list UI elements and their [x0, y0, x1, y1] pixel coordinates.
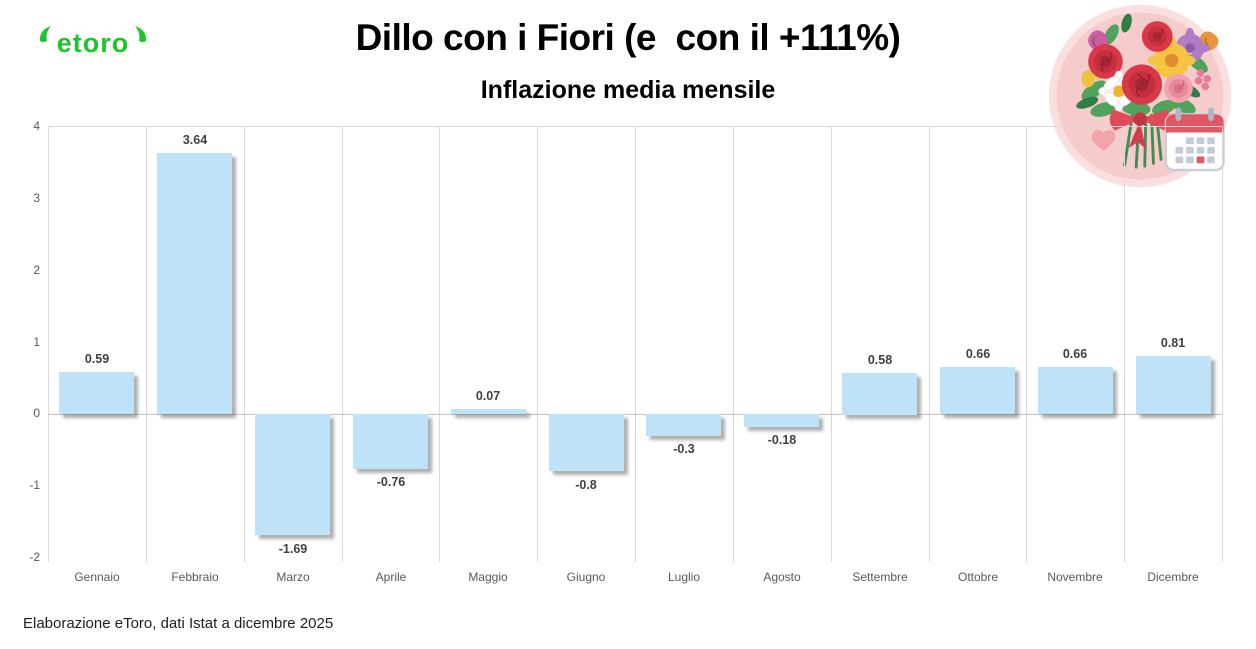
- x-axis-label: Luglio: [667, 570, 701, 584]
- bar: [842, 373, 917, 415]
- yellow-daisy: [1147, 36, 1196, 85]
- bar: [744, 414, 819, 427]
- pink-rose: [1164, 74, 1193, 103]
- value-label: 3.64: [182, 133, 208, 147]
- bar: [353, 414, 428, 469]
- y-axis-label: 2: [33, 263, 40, 277]
- bar: [549, 414, 624, 471]
- page-title: Dillo con i Fiori (e con il +111%): [355, 17, 901, 58]
- heart-icon: [1091, 130, 1116, 151]
- value-label: -0.18: [767, 433, 797, 447]
- bar: [646, 414, 721, 436]
- gridline: [1026, 127, 1027, 562]
- x-axis-label: Marzo: [276, 570, 310, 584]
- bar: [1136, 356, 1211, 414]
- value-label: -0.3: [673, 442, 695, 456]
- gridline: [244, 127, 245, 562]
- y-axis-label: 3: [33, 191, 40, 205]
- bar: [157, 153, 232, 414]
- value-label: -1.69: [278, 542, 308, 556]
- x-axis-label: Agosto: [763, 570, 801, 584]
- value-label: -0.8: [575, 478, 597, 492]
- x-axis-label: Giugno: [566, 570, 606, 584]
- x-axis-label: Maggio: [468, 570, 508, 584]
- red-rose-center: [1121, 64, 1163, 105]
- value-label: 0.59: [84, 352, 110, 366]
- value-label: 0.58: [867, 353, 893, 367]
- bar: [940, 367, 1015, 414]
- x-axis-label: Ottobre: [957, 570, 999, 584]
- x-axis-label: Febbraio: [171, 570, 219, 584]
- bull-horn-right-icon: [135, 26, 147, 42]
- plot-area: 0.59 Gennaio 3.64 Febbraio -1.69 Marzo -0.76 Ap…: [48, 126, 1223, 584]
- gridline: [1222, 127, 1223, 562]
- zero-line: [48, 414, 1222, 415]
- y-axis-label: -1: [29, 478, 40, 492]
- etoro-logo: etoro: [39, 26, 147, 58]
- red-rose-left: [1088, 44, 1123, 79]
- x-axis-label: Aprile: [375, 570, 407, 584]
- bull-horn-left-icon: [39, 26, 51, 42]
- y-axis-label: 4: [33, 119, 40, 133]
- bar: [255, 414, 330, 535]
- y-axis-label: 1: [33, 335, 40, 349]
- x-axis-label: Settembre: [852, 570, 908, 584]
- gridline: [635, 127, 636, 562]
- red-rose-top: [1141, 21, 1173, 52]
- value-label: 0.66: [965, 347, 991, 361]
- bar: [59, 372, 134, 414]
- source-note: Elaborazione eToro, dati Istat a dicembr…: [23, 615, 334, 632]
- bar: [451, 409, 526, 414]
- x-axis-label: Dicembre: [1147, 570, 1199, 584]
- gridline: [831, 127, 832, 562]
- value-label: 0.07: [475, 389, 501, 403]
- x-axis-label: Novembre: [1047, 570, 1103, 584]
- bar: [1038, 367, 1113, 414]
- value-label: 0.81: [1160, 336, 1186, 350]
- y-axis-label: -2: [29, 550, 40, 564]
- gridline: [733, 127, 734, 562]
- x-axis-label: Gennaio: [74, 570, 120, 584]
- value-label: 0.66: [1062, 347, 1088, 361]
- gridline: [929, 127, 930, 562]
- gridline: [146, 127, 147, 562]
- value-label: -0.76: [376, 475, 406, 489]
- gridline: [537, 127, 538, 562]
- gridline: [342, 127, 343, 562]
- gridline: [439, 127, 440, 562]
- svg-text:etoro: etoro: [57, 28, 130, 58]
- ribbon-bow-icon: [1109, 109, 1171, 149]
- small-pink-flower: [1194, 69, 1212, 91]
- calendar-icon: [1164, 107, 1225, 172]
- page-subtitle: Inflazione media mensile: [480, 76, 776, 104]
- gridline: [1124, 127, 1125, 562]
- y-axis-line: [48, 127, 49, 562]
- y-axis-label: 0: [33, 406, 40, 420]
- flower-bouquet-badge: [1048, 4, 1232, 188]
